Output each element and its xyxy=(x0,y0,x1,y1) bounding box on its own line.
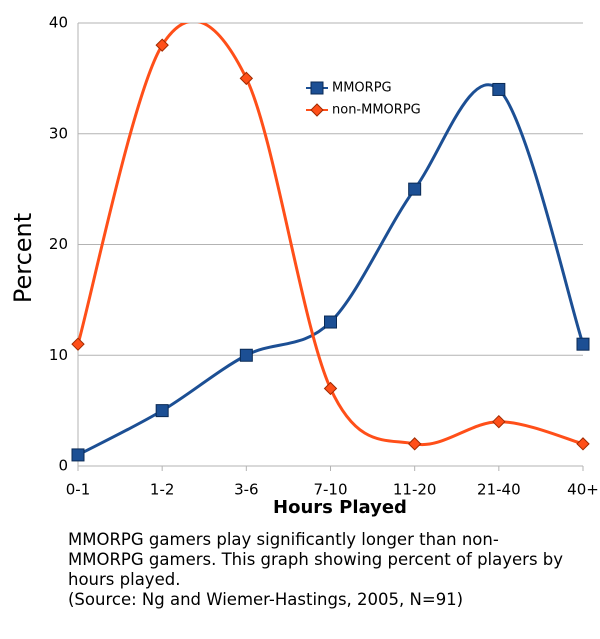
marker xyxy=(155,38,169,52)
marker xyxy=(492,82,506,96)
caption-line: (Source: Ng and Wiemer-Hastings, 2005, N… xyxy=(68,590,463,609)
x-tick-label: 21-40 xyxy=(477,481,521,499)
legend-marker xyxy=(310,103,324,117)
marker xyxy=(323,381,338,396)
caption-line: MMORPG gamers play significantly longer … xyxy=(68,530,499,549)
caption-line: MMORPG gamers. This graph showing percen… xyxy=(68,550,563,569)
x-tick-label: 40+ xyxy=(567,481,599,499)
plot xyxy=(76,23,585,457)
series-line xyxy=(77,83,585,457)
x-tick-label: 3-6 xyxy=(234,481,259,499)
x-tick-label: 7-10 xyxy=(313,481,347,499)
legend-marker xyxy=(310,81,324,95)
x-tick-label: 11-20 xyxy=(393,481,437,499)
marker xyxy=(324,315,337,329)
y-tick-label: 10 xyxy=(49,346,68,364)
marker xyxy=(407,437,422,451)
marker xyxy=(71,448,85,462)
x-tick-label: 0-1 xyxy=(66,481,91,499)
legend-label: MMORPG xyxy=(332,81,392,96)
marker xyxy=(71,337,85,351)
marker xyxy=(576,337,590,351)
marker xyxy=(576,437,590,451)
y-tick-label: 20 xyxy=(49,235,68,253)
y-tick-label: 30 xyxy=(49,124,68,142)
x-axis-title: Hours Played xyxy=(273,497,407,518)
marker xyxy=(155,404,169,418)
y-tick-label: 40 xyxy=(49,14,68,32)
marker xyxy=(239,71,254,86)
y-tick-label: 0 xyxy=(58,457,68,475)
caption-line: hours played. xyxy=(68,570,180,589)
marker xyxy=(239,348,253,362)
legend-label: non-MMORPG xyxy=(332,103,421,118)
series-line xyxy=(76,23,584,447)
marker xyxy=(408,182,422,196)
x-tick-label: 1-2 xyxy=(150,481,175,499)
marker xyxy=(492,414,506,429)
y-axis-title: Percent xyxy=(9,213,37,303)
